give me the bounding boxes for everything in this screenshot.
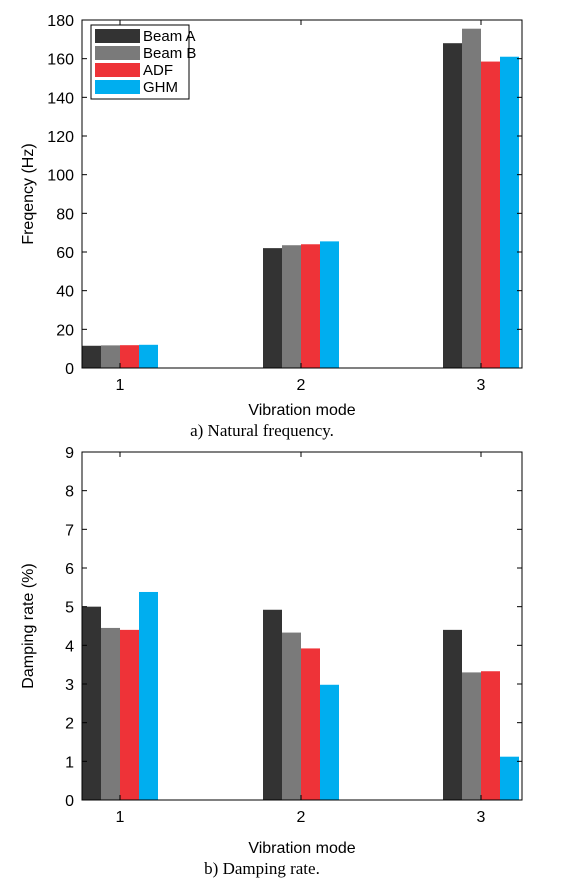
y-tick-label: 2: [65, 716, 74, 733]
y-tick-label: 9: [65, 445, 74, 462]
bar-b-series4-mode3: [500, 756, 519, 800]
legend-swatch: [95, 63, 140, 77]
bar-b-series1-mode3: [443, 629, 462, 800]
x-tick-label: 3: [477, 377, 486, 394]
legend-label: GHM: [143, 79, 178, 96]
y-tick-label: 5: [65, 600, 74, 617]
bars-b: [82, 591, 519, 800]
plot-frame: [81, 451, 523, 801]
bar-a-series4-mode2: [320, 241, 339, 368]
bar-a-series2-mode2: [282, 245, 301, 368]
y-tick-label: 7: [65, 522, 74, 539]
bar-a-series3-mode3: [481, 61, 500, 369]
x-tick-label: 1: [116, 809, 125, 826]
legend-swatch: [95, 46, 140, 60]
bar-a-series4-mode3: [500, 56, 519, 368]
x-tick-label: 1: [116, 377, 125, 394]
y-tick-label: 3: [65, 677, 74, 694]
x-tick-label: 3: [477, 809, 486, 826]
y-tick-label: 1: [65, 754, 74, 771]
legend-label: Beam A: [143, 28, 196, 45]
bar-a-series2-mode3: [462, 28, 481, 368]
y-tick-label: 180: [47, 13, 74, 30]
y-axis-label-b: Damping rate (%): [20, 563, 37, 688]
legend-label: ADF: [143, 62, 173, 79]
y-tick-label: 140: [47, 90, 74, 107]
caption-b: b) Damping rate.: [204, 859, 320, 878]
y-tick-label: 20: [56, 322, 74, 339]
x-axis-label-a: Vibration mode: [248, 402, 355, 419]
x-axis-label-b: Vibration mode: [248, 840, 355, 857]
bar-a-series2-mode1: [101, 345, 120, 368]
bar-b-series4-mode2: [320, 684, 339, 800]
y-tick-label: 160: [47, 52, 74, 69]
y-tick-label: 8: [65, 484, 74, 501]
chart-damping-rate: 0 1 2 3 4 5 6 7 8 9 1 2 3 Vibration mode Damping ra…: [20, 445, 523, 878]
y-tick-label: 0: [65, 793, 74, 810]
bar-a-series4-mode1: [139, 344, 158, 368]
bar-b-series2-mode2: [282, 632, 301, 800]
bar-a-series1-mode1: [82, 345, 101, 368]
chart-natural-frequency: 0 20 40 60 80 100 120 140 160 180 1 2 3 Vibration m…: [20, 13, 523, 440]
y-tick-label: 100: [47, 168, 74, 185]
bar-a-series3-mode2: [301, 244, 320, 368]
plot-frame: [81, 19, 523, 369]
y-tick-label: 0: [65, 361, 74, 378]
bar-b-series2-mode3: [462, 672, 481, 800]
y-axis-label-a: Freqency (Hz): [20, 143, 37, 244]
y-tick-label: 60: [56, 245, 74, 262]
legend-label: Beam B: [143, 45, 196, 62]
x-tick-label: 2: [297, 809, 306, 826]
x-tick-label: 2: [297, 377, 306, 394]
bar-b-series3-mode2: [301, 648, 320, 800]
x-ticks-b: 1 2 3: [116, 452, 486, 826]
y-tick-label: 80: [56, 206, 74, 223]
y-tick-label: 40: [56, 284, 74, 301]
caption-a: a) Natural frequency.: [190, 421, 334, 440]
y-tick-label: 120: [47, 129, 74, 146]
bar-b-series2-mode1: [101, 627, 120, 800]
bar-b-series1-mode2: [263, 609, 282, 800]
y-tick-label: 4: [65, 638, 74, 655]
y-tick-label: 6: [65, 561, 74, 578]
legend-swatch: [95, 80, 140, 94]
bar-a-series3-mode1: [120, 345, 139, 368]
bar-b-series1-mode1: [82, 606, 101, 800]
bars-a: [82, 28, 519, 369]
bar-a-series1-mode3: [443, 43, 462, 368]
bar-b-series3-mode1: [120, 629, 139, 800]
bar-b-series4-mode1: [139, 591, 158, 800]
bar-b-series3-mode3: [481, 671, 500, 800]
x-ticks-a: 1 2 3: [116, 20, 486, 394]
y-ticks-a: 0 20 40 60 80 100 120 140 160 180: [47, 13, 522, 378]
bar-a-series1-mode2: [263, 248, 282, 368]
legend-swatch: [95, 29, 140, 43]
